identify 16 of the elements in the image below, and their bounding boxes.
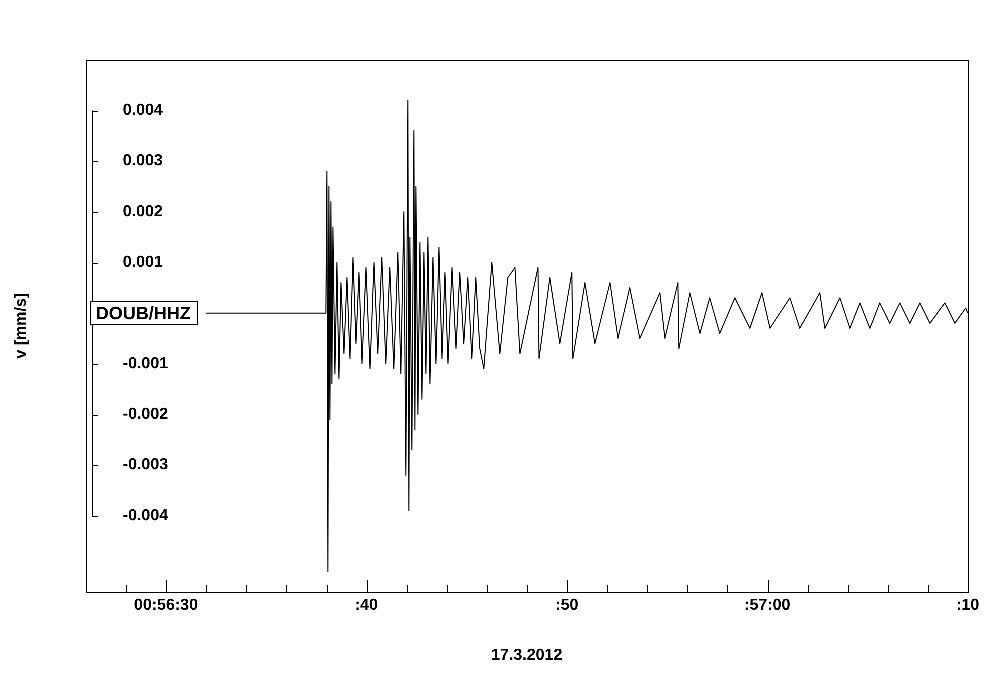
y-tick-label: -0.004 [123, 507, 168, 524]
annotation: DOUB/HHZ [96, 303, 191, 324]
x-tick-label: :10 [956, 597, 980, 614]
x-tick-label: :57:00 [744, 597, 791, 614]
y-tick-label: 0.002 [123, 203, 164, 220]
y-tick-label: -0.002 [123, 406, 168, 424]
y-axis-title: v [mm/s] [13, 293, 30, 359]
x-axis-title: 17.3.2012 [491, 646, 563, 664]
y-tick-label: 0.004 [123, 102, 164, 120]
x-tick-label: 00:56:30 [134, 597, 198, 614]
y-tick-label: -0.001 [123, 355, 168, 372]
y-tick-label: -0.003 [123, 456, 168, 474]
y-tick-label: 0.001 [123, 254, 164, 272]
x-tick-label: :40 [355, 597, 378, 614]
x-tick-label: :50 [556, 597, 579, 614]
y-tick-label: 0.003 [123, 152, 164, 170]
